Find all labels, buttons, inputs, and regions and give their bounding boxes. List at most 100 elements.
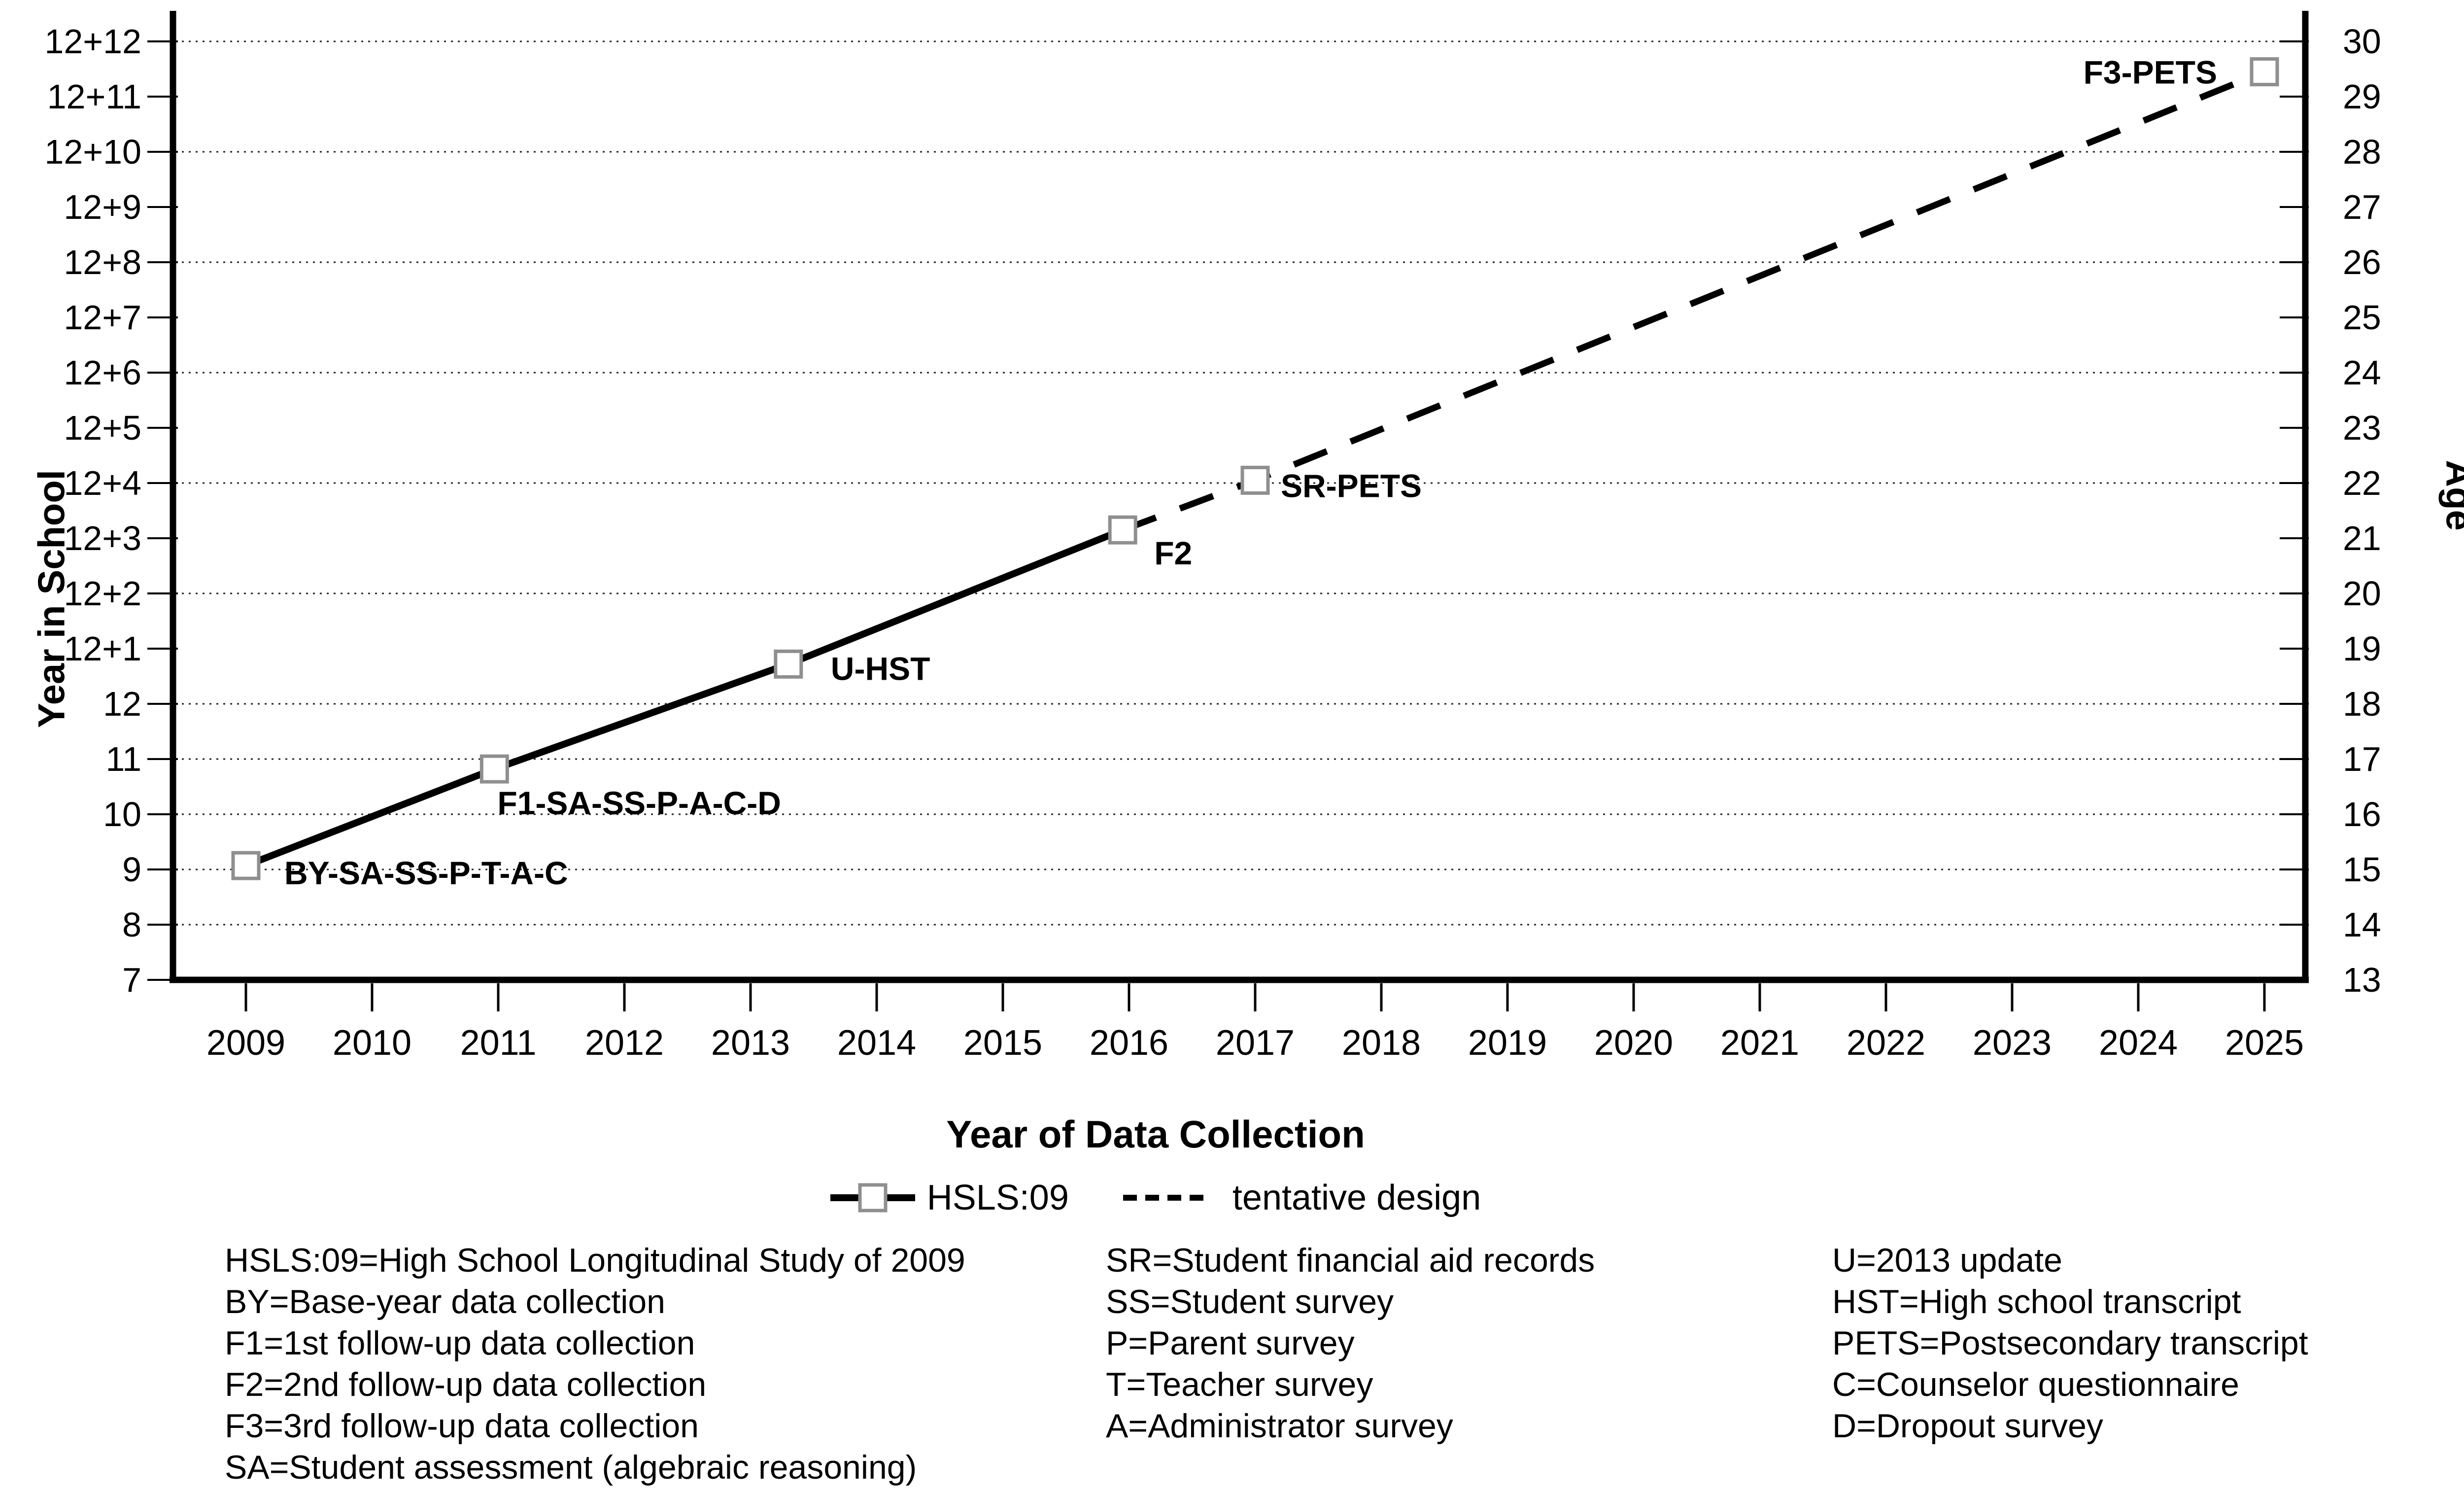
y-axis-left-tick-label: 8 bbox=[122, 905, 141, 944]
y-axis-left-tick-label: 12+3 bbox=[64, 519, 141, 557]
x-axis-tick-label: 2022 bbox=[1847, 1023, 1925, 1063]
data-point-label: F3-PETS bbox=[2084, 54, 2217, 91]
footnote-line: PETS=Postsecondary transcript bbox=[1832, 1324, 2308, 1362]
data-point-marker bbox=[1240, 465, 1270, 495]
x-axis-tick-label: 2024 bbox=[2099, 1023, 2178, 1063]
x-axis-tick-label: 2019 bbox=[1468, 1023, 1547, 1063]
y-axis-left-tick-label: 12+7 bbox=[64, 298, 141, 337]
y-axis-right-tick-label: 29 bbox=[2343, 77, 2381, 116]
x-axis-tick-label: 2023 bbox=[1973, 1023, 2052, 1063]
legend-label-hsls09: HSLS:09 bbox=[926, 1178, 1069, 1217]
data-point-marker bbox=[479, 754, 509, 784]
x-axis-tick-label: 2020 bbox=[1594, 1023, 1673, 1063]
footnote-line: U=2013 update bbox=[1832, 1242, 2062, 1279]
footnote-line: A=Administrator survey bbox=[1106, 1407, 1453, 1445]
x-axis-tick-label: 2010 bbox=[333, 1023, 411, 1063]
y-axis-right-tick-label: 23 bbox=[2343, 409, 2381, 447]
data-point-label: SR-PETS bbox=[1281, 467, 1422, 504]
timeline-chart: 7 8 9 10 11 12 12+1 12+2 12+3 12+4 12+5 12+6 12+7 12+… bbox=[44, 11, 2381, 1063]
y-axis-right-tick-label: 27 bbox=[2343, 188, 2381, 226]
x-axis-tick-label: 2012 bbox=[585, 1023, 664, 1063]
x-axis-tick-label: 2017 bbox=[1216, 1023, 1295, 1063]
footnote-column-3: U=2013 update HST=High school transcript P… bbox=[1832, 1240, 2308, 1447]
legend-item-tentative-design: tentative design bbox=[1123, 1173, 1481, 1222]
y-axis-title-left: Year in School bbox=[31, 470, 73, 728]
data-point-label: F2 bbox=[1154, 535, 1192, 571]
y-axis-right-tick-label: 21 bbox=[2343, 519, 2381, 557]
legend-label-tentative-design: tentative design bbox=[1232, 1178, 1481, 1217]
y-axis-right-tick-label: 17 bbox=[2343, 740, 2381, 778]
x-axis-tick-label: 2021 bbox=[1720, 1023, 1799, 1063]
data-point-label: U-HST bbox=[831, 650, 930, 687]
y-axis-right-tick-label: 16 bbox=[2343, 795, 2381, 833]
x-axis-tick-label: 2011 bbox=[460, 1023, 537, 1063]
y-axis-right-tick-label: 26 bbox=[2343, 243, 2381, 281]
y-axis-right-tick-label: 19 bbox=[2343, 629, 2381, 668]
y-axis-left-tick-label: 12+5 bbox=[64, 409, 141, 447]
x-axis-ticks: 2009 2010 2011 2012 2013 2014 2015 2016 2017 2018… bbox=[206, 983, 2304, 1063]
y-axis-left-tick-label: 9 bbox=[122, 850, 141, 889]
legend-solid-line-marker-sample bbox=[830, 1183, 915, 1213]
footnote-line: HST=High school transcript bbox=[1832, 1283, 2241, 1320]
series-line-solid bbox=[244, 526, 1124, 869]
y-axis-left-tick-label: 10 bbox=[103, 795, 141, 833]
y-axis-left-tick-label: 12+6 bbox=[64, 353, 141, 392]
y-axis-right-tick-label: 14 bbox=[2343, 905, 2381, 944]
x-axis-tick-label: 2014 bbox=[837, 1023, 916, 1063]
y-axis-title-right: Age bbox=[2438, 460, 2464, 531]
data-point-marker bbox=[231, 851, 261, 880]
chart-legend: HSLS:09 tentative design bbox=[0, 1173, 2311, 1222]
x-axis-tick-label: 2015 bbox=[963, 1023, 1042, 1063]
y-axis-left-tick-label: 12+11 bbox=[47, 77, 141, 116]
y-axis-right-tick-label: 24 bbox=[2343, 353, 2381, 392]
x-axis-tick-label: 2013 bbox=[711, 1023, 790, 1063]
footnote-line: T=Teacher survey bbox=[1106, 1366, 1373, 1403]
y-axis-right-tick-label: 22 bbox=[2343, 464, 2381, 502]
x-axis-title: Year of Data Collection bbox=[946, 1112, 1365, 1156]
series-line-dashed bbox=[1121, 69, 2266, 533]
data-point-label: BY-SA-SS-P-T-A-C bbox=[284, 855, 568, 891]
footnote-column-1: HSLS:09=High School Longitudinal Study o… bbox=[225, 1240, 965, 1488]
footnote-line: HSLS:09=High School Longitudinal Study o… bbox=[225, 1242, 965, 1279]
data-point-marker bbox=[774, 649, 803, 679]
x-axis-tick-label: 2025 bbox=[2225, 1023, 2304, 1063]
y-axis-right-tick-label: 18 bbox=[2343, 685, 2381, 723]
footnote-line: BY=Base-year data collection bbox=[225, 1283, 665, 1320]
legend-item-hsls09: HSLS:09 bbox=[830, 1173, 1069, 1222]
y-axis-left-tick-label: 12+1 bbox=[64, 629, 141, 668]
footnote-line: F2=2nd follow-up data collection bbox=[225, 1366, 707, 1403]
y-axis-left-tick-label: 12+10 bbox=[44, 133, 141, 171]
x-axis-tick-label: 2018 bbox=[1342, 1023, 1421, 1063]
data-point-marker bbox=[1108, 515, 1137, 545]
y-axis-left-tick-label: 12+9 bbox=[64, 188, 141, 226]
y-axis-left-ticks: 7 8 9 10 11 12 12+1 12+2 12+3 12+4 12+5 12+6 12+7 12+… bbox=[44, 22, 178, 999]
legend-dashed-line-sample bbox=[1123, 1195, 1207, 1201]
footnote-line: F1=1st follow-up data collection bbox=[225, 1324, 695, 1362]
data-point-marker bbox=[2250, 57, 2279, 87]
y-axis-left-tick-label: 12+8 bbox=[64, 243, 141, 281]
y-axis-right-tick-label: 28 bbox=[2343, 133, 2381, 171]
y-axis-right-tick-label: 30 bbox=[2343, 22, 2381, 61]
data-point-label: F1-SA-SS-P-A-C-D bbox=[497, 785, 781, 821]
y-axis-left-tick-label: 7 bbox=[122, 961, 141, 999]
footnote-line: C=Counselor questionnaire bbox=[1832, 1366, 2239, 1403]
y-axis-right-tick-label: 15 bbox=[2343, 850, 2381, 889]
footnote-line: SS=Student survey bbox=[1106, 1283, 1394, 1320]
footnote-line: SA=Student assessment (algebraic reasoni… bbox=[225, 1449, 917, 1486]
y-axis-right-tick-label: 13 bbox=[2343, 961, 2381, 999]
y-axis-left-tick-label: 12+4 bbox=[64, 464, 141, 502]
y-axis-left-tick-label: 12+12 bbox=[44, 22, 141, 61]
y-axis-left-tick-label: 11 bbox=[105, 740, 141, 778]
y-axis-left-tick-label: 12 bbox=[103, 685, 141, 723]
footnote-line: P=Parent survey bbox=[1106, 1324, 1355, 1362]
axes bbox=[170, 11, 2309, 983]
y-axis-right-ticks: 13 14 15 16 17 18 19 20 21 22 23 24 25 26 27 28 29 30 bbox=[2280, 22, 2381, 999]
y-axis-right-tick-label: 20 bbox=[2343, 574, 2381, 613]
footnote-line: D=Dropout survey bbox=[1832, 1407, 2103, 1445]
y-axis-right-tick-label: 25 bbox=[2343, 298, 2381, 337]
y-axis-left-tick-label: 12+2 bbox=[64, 574, 141, 613]
x-axis-tick-label: 2016 bbox=[1090, 1023, 1168, 1063]
x-axis-tick-label: 2009 bbox=[206, 1023, 285, 1063]
footnote-line: F3=3rd follow-up data collection bbox=[225, 1407, 699, 1445]
